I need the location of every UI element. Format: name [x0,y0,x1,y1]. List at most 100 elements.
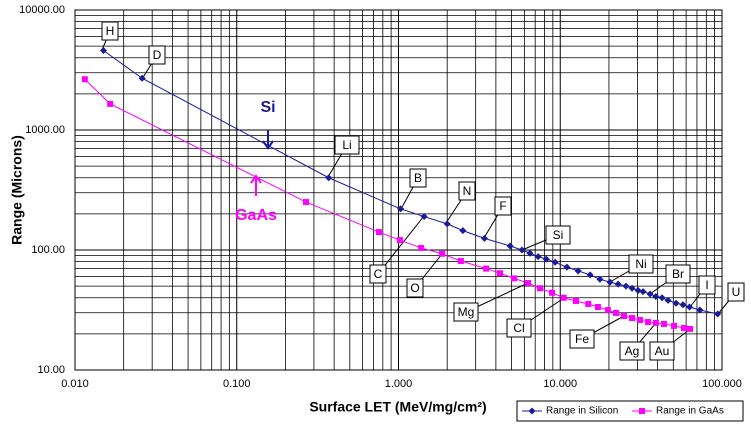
data-point [534,253,542,261]
callout-arrowhead [250,174,262,184]
data-point [606,278,614,286]
annotation-box [101,21,119,41]
data-point [563,263,571,271]
x-axis-title: Surface LET (MeV/mg/cm²) [309,399,486,415]
annotation-box [569,329,595,349]
data-point [614,280,622,288]
annotation-label: Cl [513,321,524,335]
annotation-label: H [106,24,115,38]
annotation-label: N [463,184,472,198]
annotation-label: C [374,267,383,281]
data-point [596,275,604,283]
data-point [396,237,403,244]
data-point [686,303,694,311]
data-point [443,220,451,228]
annotation-box [665,264,691,284]
data-point [636,317,643,324]
data-point [629,315,636,322]
data-point [537,285,544,292]
data-point [585,300,592,307]
data-point [506,242,514,250]
data-point [628,284,636,292]
data-point [639,288,647,296]
data-point [483,265,490,272]
y-axis-title: Range (Microns) [9,135,25,245]
annotation-box [369,264,387,284]
data-point [551,258,559,266]
data-point [107,100,114,107]
data-point [439,250,446,257]
leader-line [377,215,425,275]
data-point [658,294,666,302]
annotation-label: Br [672,267,684,281]
legend: Range in Silicon Range in GaAs [516,400,744,422]
data-point [99,46,107,54]
data-point [645,319,652,326]
series-callout: GaAs [235,207,277,224]
annotation-box [628,254,654,274]
annotation-box [406,278,424,298]
data-point [680,324,687,331]
y-tick-label: 100.00 [31,244,65,256]
data-point [586,271,594,279]
data-point [672,299,680,307]
annotation-box [494,196,512,216]
data-point [634,286,642,294]
annotation-label: Au [655,344,670,358]
x-tick-label: 0.010 [61,378,89,390]
data-point [526,249,534,257]
data-point [671,322,678,329]
data-point [397,205,405,213]
annotation-box [148,45,166,65]
data-point [594,303,601,310]
data-point [646,290,654,298]
data-point [574,267,582,275]
data-point [528,407,536,415]
data-point [664,296,672,304]
data-point [496,270,503,277]
data-point [418,244,425,251]
x-tick-label: 100.000 [702,378,742,390]
annotation-box [727,282,745,302]
data-point [480,234,488,242]
annotation-box [619,341,645,361]
annotation-box [545,225,571,245]
annotation-label: Ni [635,257,646,271]
annotation-label: I [705,278,708,292]
legend-label: Range in GaAs [656,406,724,417]
x-tick-label: 1.000 [385,378,413,390]
data-point [303,199,310,206]
data-point [457,257,464,264]
annotation-label: F [499,199,506,213]
data-point [714,310,722,318]
data-point [604,307,611,314]
annotation-label: Fe [575,332,589,346]
annotation-label: Li [342,138,351,152]
annotation-box [409,168,427,188]
data-point [621,312,628,319]
annotation-label: Mg [458,305,475,319]
annotations: H D Li B N F Si Ni Br I U C O Mg Cl Fe Ag Au [101,21,745,361]
annotation-label: U [732,285,741,299]
data-point [420,213,428,221]
data-point [652,292,660,300]
data-point [138,74,146,82]
data-point [325,174,333,182]
annotation-box [458,181,476,201]
y-tick-label: 1000.00 [25,124,65,136]
data-point [375,229,382,236]
data-point [542,255,550,263]
y-tick-label: 10000.00 [19,4,65,16]
annotation-label: O [410,281,419,295]
data-point [679,301,687,309]
annotation-box [698,275,716,295]
annotation-box [649,341,675,361]
annotation-box [334,135,360,155]
x-tick-label: 10.000 [543,378,577,390]
series-callout: Si [260,99,275,116]
annotation-label: Si [553,228,564,242]
data-point [560,294,567,301]
data-point [696,306,704,314]
data-point [518,246,526,254]
